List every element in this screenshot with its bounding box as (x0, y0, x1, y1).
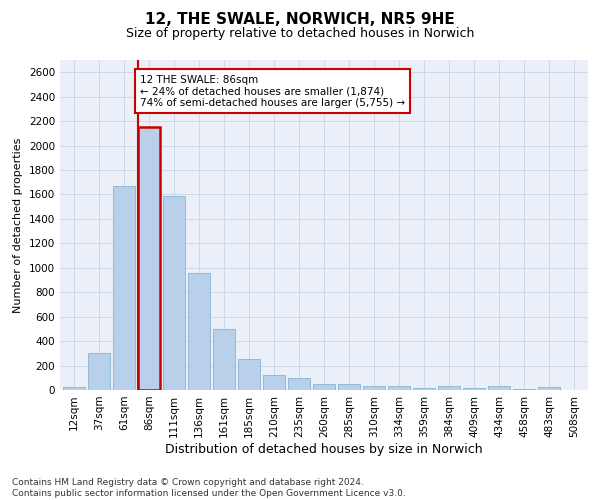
Bar (88, 354, 110, 390)
Bar (413, 388, 436, 390)
Bar (338, 384, 360, 390)
Bar (62, 387, 85, 390)
Bar (113, 186, 135, 390)
X-axis label: Distribution of detached houses by size in Norwich: Distribution of detached houses by size … (165, 442, 483, 456)
Bar (263, 376, 285, 390)
Bar (463, 388, 485, 390)
Bar (488, 386, 511, 390)
Text: Contains HM Land Registry data © Crown copyright and database right 2024.
Contai: Contains HM Land Registry data © Crown c… (12, 478, 406, 498)
Text: 12, THE SWALE, NORWICH, NR5 9HE: 12, THE SWALE, NORWICH, NR5 9HE (145, 12, 455, 28)
Bar (238, 360, 260, 390)
Bar (538, 387, 560, 390)
Bar (388, 386, 410, 390)
Y-axis label: Number of detached properties: Number of detached properties (13, 138, 23, 312)
Text: 12 THE SWALE: 86sqm
← 24% of detached houses are smaller (1,874)
74% of semi-det: 12 THE SWALE: 86sqm ← 24% of detached ho… (140, 74, 405, 108)
Bar (438, 386, 460, 390)
Bar (163, 196, 185, 390)
Bar (363, 386, 385, 390)
Bar (137, 127, 160, 390)
Bar (288, 378, 310, 390)
Text: Size of property relative to detached houses in Norwich: Size of property relative to detached ho… (126, 28, 474, 40)
Bar (188, 272, 210, 390)
Bar (313, 384, 335, 390)
Bar (212, 329, 235, 390)
